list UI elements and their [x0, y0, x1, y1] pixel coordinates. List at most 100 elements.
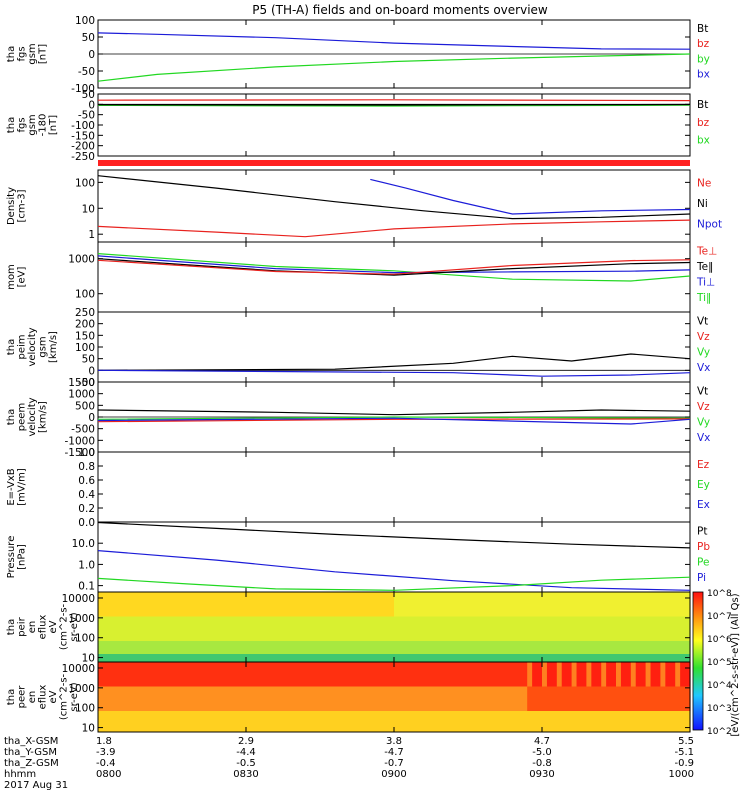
y-tick-label: 100	[75, 633, 95, 645]
y-axis-label: en	[27, 691, 38, 704]
y-axis-label: tha	[6, 689, 17, 705]
y-tick-label: 0.6	[78, 475, 95, 487]
y-tick-label: 500	[75, 400, 95, 412]
y-axis-label: gsm	[27, 43, 38, 64]
y-tick-label: -1500	[64, 447, 95, 459]
y-tick-label: -250	[71, 151, 95, 163]
y-axis-label: [cm-3]	[17, 189, 28, 222]
series-line	[97, 219, 691, 238]
y-tick-label: 150	[75, 330, 95, 342]
x-tick-label: 0930	[529, 769, 554, 780]
y-axis-label: Pressure	[6, 536, 17, 579]
colorbar-label: [eV/(cm^2-s-str-eV)] (All Qs)	[730, 593, 741, 736]
y-axis-label: en	[27, 621, 38, 634]
y-axis-label: peem	[17, 403, 28, 431]
x-axis-row-label: tha_Y-GSM	[4, 747, 57, 758]
y-tick-label: 10	[82, 203, 95, 215]
y-axis-label: Density	[6, 187, 17, 225]
y-axis-label: gsm	[27, 114, 38, 135]
series-line	[370, 178, 691, 215]
y-axis-label: tha	[6, 46, 17, 62]
series-line	[97, 32, 691, 50]
x-tick-label: 4.7	[534, 736, 550, 747]
y-tick-label: 100	[75, 342, 95, 354]
colorbar-tick-label: 10^7	[707, 612, 732, 622]
y-axis-label: tha	[6, 117, 17, 133]
legend-entry: Ti‖	[696, 292, 711, 304]
series-line	[97, 353, 691, 371]
y-axis-label: peir	[17, 616, 28, 636]
y-tick-label: 0.0	[78, 517, 95, 529]
series-line	[97, 53, 691, 82]
x-tick-label: -5.0	[532, 747, 552, 758]
series-line	[97, 253, 691, 282]
series-line	[97, 550, 691, 591]
legend-entry: Te‖	[696, 261, 713, 273]
y-axis-label: fgs	[17, 46, 28, 61]
y-tick-label: 10	[82, 653, 95, 665]
series-line	[97, 104, 691, 107]
legend-entry: Pe	[697, 557, 709, 569]
y-tick-label: -150	[71, 130, 95, 142]
y-tick-label: 50	[82, 89, 95, 101]
x-tick-label: -3.9	[96, 747, 116, 758]
y-tick-label: 100	[75, 289, 95, 301]
series-line	[97, 175, 691, 220]
y-tick-label: -500	[71, 424, 95, 436]
panel-temp: 1000 100 mom [eV] Te⊥ Te‖ Ti⊥ Ti‖	[6, 241, 717, 313]
x-tick-label: -5.1	[674, 747, 694, 758]
y-tick-label: 0	[88, 412, 95, 424]
colorbar-tick-label: 10^6	[707, 635, 732, 645]
colorbar-tick-label: 10^3	[707, 704, 732, 714]
colorbar-tick-label: 10^4	[707, 681, 732, 691]
y-tick-label: -100	[71, 120, 95, 132]
legend-entry: Vx	[697, 362, 710, 374]
y-axis-label: -180	[38, 114, 49, 137]
x-tick-label: 0830	[233, 769, 258, 780]
y-axis-label: fgs	[17, 117, 28, 132]
legend-entry: Vt	[697, 315, 708, 327]
panel-fgs: 100 50 0 -50 -100 tha fgs gsm [nT] Bt bz by bx	[6, 15, 710, 95]
panel-efield: 1.0 0.8 0.6 0.4 0.2 0.0 E=-VxB [mV/m] Ez Ey Ex	[6, 447, 710, 529]
legend-entry: Te⊥	[696, 245, 717, 257]
panel-fgs_low: 500-50-100-150-200-250 tha fgs gsm -180 [nT] B…	[6, 89, 710, 163]
legend-entry: bx	[697, 68, 710, 80]
y-tick-label: 100	[75, 177, 95, 189]
y-axis-label: velocity	[27, 327, 38, 366]
y-tick-label: 10000	[62, 663, 95, 675]
y-tick-label: 200	[75, 319, 95, 331]
legend-entry: Vz	[697, 331, 710, 343]
panel-frame	[97, 93, 691, 157]
series-line	[97, 416, 691, 420]
y-axis-label: tha	[6, 619, 17, 635]
y-tick-label: 0.1	[78, 581, 95, 593]
series-line	[97, 259, 691, 275]
series-line	[97, 576, 691, 591]
legend-entry: Npot	[697, 219, 722, 231]
colorbar: 10^8 10^7 10^6 10^5 10^4 10^3 10^2[eV/(cm^2-s-…	[692, 589, 741, 737]
y-tick-label: -100	[71, 83, 95, 95]
panel-density: 100 10 1 Density [cm-3] Ne Ni Npot	[6, 169, 722, 243]
y-axis-label: eV	[48, 620, 59, 633]
panel-frame	[97, 241, 691, 313]
legend-entry: by	[697, 53, 710, 65]
x-tick-label: 0800	[96, 769, 121, 780]
panel-frame	[97, 521, 691, 593]
colorbar-tick-label: 10^8	[707, 589, 732, 599]
legend-entry: bz	[697, 117, 710, 129]
y-axis-label: sr-eV)	[69, 612, 80, 641]
y-tick-label: -50	[78, 110, 95, 122]
x-tick-label: 1.8	[96, 736, 112, 747]
legend-entry: Pb	[697, 541, 710, 553]
legend-entry: Ey	[697, 479, 710, 491]
x-tick-label: 0900	[381, 769, 406, 780]
y-tick-label: 0.8	[78, 461, 95, 473]
y-axis-label: [mV/m]	[17, 468, 28, 506]
y-tick-label: 0.2	[78, 503, 95, 515]
x-axis-row-label: tha_Z-GSM	[4, 758, 59, 769]
y-tick-label: 0	[88, 49, 95, 61]
